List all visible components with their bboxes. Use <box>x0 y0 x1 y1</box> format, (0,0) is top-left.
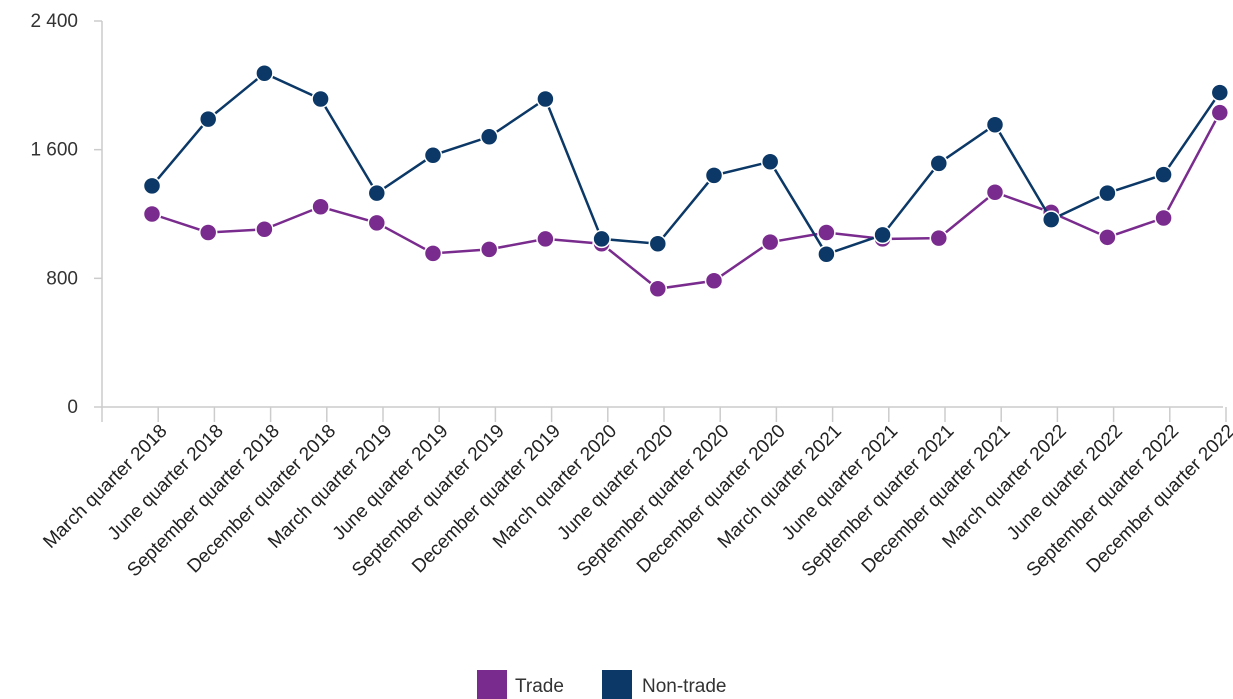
legend-item[interactable]: Trade <box>477 670 564 699</box>
data-point[interactable] <box>704 271 724 290</box>
data-point[interactable] <box>1154 165 1173 184</box>
data-point[interactable] <box>592 229 611 249</box>
series-line <box>151 112 1221 291</box>
y-tick-label: 1 600 <box>30 140 78 161</box>
data-point[interactable] <box>648 279 668 299</box>
data-point[interactable] <box>929 228 949 248</box>
legend-swatch <box>477 670 507 699</box>
legend-label: Non-trade <box>642 676 727 697</box>
data-point[interactable] <box>536 89 555 109</box>
series-trade <box>142 103 1230 299</box>
data-point[interactable] <box>536 229 555 249</box>
data-point[interactable] <box>255 220 274 239</box>
data-point[interactable] <box>479 240 499 259</box>
data-point[interactable] <box>985 183 1005 202</box>
data-point[interactable] <box>648 234 668 254</box>
y-axis: 0 800 1 600 2 400 <box>30 11 103 418</box>
y-tick-label: 0 <box>67 397 78 418</box>
data-point[interactable] <box>423 146 443 165</box>
data-point[interactable] <box>1210 103 1230 122</box>
data-point[interactable] <box>1041 210 1061 229</box>
series-non-trade <box>142 64 1230 264</box>
data-point[interactable] <box>817 223 836 242</box>
data-point[interactable] <box>1098 183 1117 203</box>
data-point[interactable] <box>817 244 836 264</box>
data-point[interactable] <box>929 154 949 173</box>
data-point[interactable] <box>760 232 780 252</box>
data-point[interactable] <box>142 176 162 196</box>
data-point[interactable] <box>367 183 387 203</box>
data-point[interactable] <box>704 166 724 185</box>
data-point[interactable] <box>142 204 162 224</box>
data-point[interactable] <box>311 197 330 217</box>
legend-label: Trade <box>515 676 564 697</box>
data-point[interactable] <box>1210 83 1230 102</box>
data-point[interactable] <box>255 64 274 83</box>
data-point[interactable] <box>873 225 892 245</box>
legend-item[interactable]: Non-trade <box>602 670 727 699</box>
legend: Trade Non-trade <box>477 670 727 699</box>
data-point[interactable] <box>985 115 1005 134</box>
y-tick-label: 2 400 <box>30 11 78 32</box>
data-point[interactable] <box>311 89 330 109</box>
y-tick-label: 800 <box>46 268 78 289</box>
data-point[interactable] <box>1154 208 1173 228</box>
series-line <box>151 71 1221 256</box>
legend-swatch <box>602 670 632 699</box>
data-point[interactable] <box>1098 228 1117 247</box>
data-point[interactable] <box>198 223 218 242</box>
data-point[interactable] <box>760 152 780 171</box>
data-point[interactable] <box>423 244 443 263</box>
data-point[interactable] <box>367 213 387 233</box>
data-point[interactable] <box>479 127 499 147</box>
series-layer <box>142 64 1230 299</box>
data-point[interactable] <box>198 109 218 129</box>
